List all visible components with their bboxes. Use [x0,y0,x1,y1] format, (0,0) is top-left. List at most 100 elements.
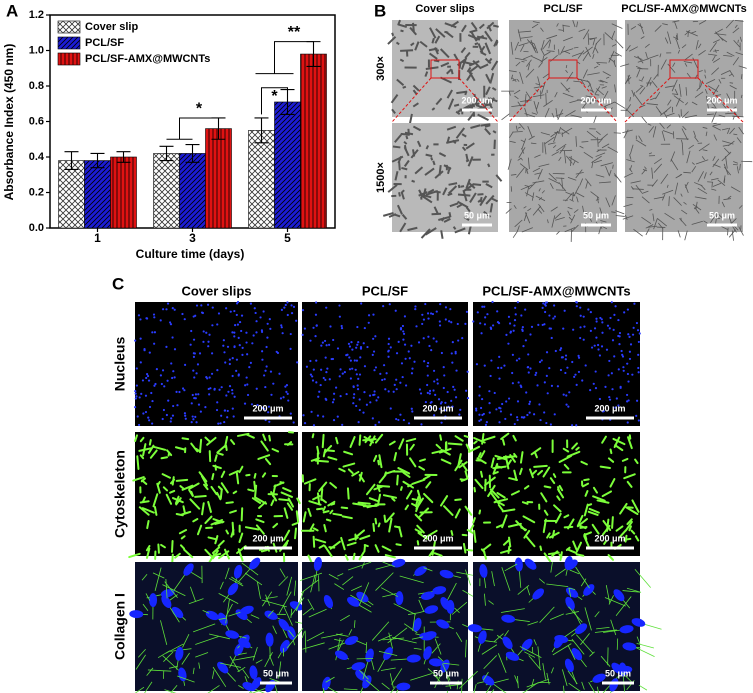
texture [668,196,670,207]
texture [299,572,323,582]
texture [436,382,439,385]
texture [391,497,396,502]
texture [640,36,645,39]
x-tick-label: 1 [94,231,101,245]
texture [328,343,331,346]
texture [324,397,327,400]
bar-hatch [248,130,275,228]
texture [392,390,395,393]
texture [232,490,238,495]
texture [531,23,539,29]
texture [176,404,179,407]
texture [568,156,579,164]
texture [521,501,529,505]
texture [611,44,617,47]
texture [538,403,541,406]
texture [429,312,433,315]
texture [563,514,570,519]
texture [549,477,556,485]
texture [498,377,501,380]
texture [425,529,438,538]
texture [571,52,582,57]
texture [209,633,230,640]
texture [431,312,435,316]
texture [435,97,443,106]
texture [335,436,339,445]
texture [272,522,279,529]
texture [348,561,372,571]
texture [713,39,720,43]
texture [712,158,720,168]
texture [389,673,394,689]
texture [619,386,622,389]
texture [589,651,595,657]
texture [414,528,423,534]
texture [316,414,320,417]
texture [167,399,170,402]
texture [241,353,244,356]
texture [189,343,192,346]
texture [475,407,478,410]
texture [465,569,472,586]
texture [592,495,606,502]
texture [219,488,223,500]
texture [542,72,550,79]
texture [538,578,545,584]
texture [358,398,361,401]
texture [154,567,162,591]
texture [481,435,496,442]
texture [289,347,292,350]
texture [524,113,536,118]
texture [231,389,234,392]
texture [511,104,524,108]
texture [407,350,410,353]
texture [280,326,283,329]
texture [436,619,450,629]
texture [160,456,169,460]
texture [387,355,390,358]
texture [178,390,181,394]
texture [667,31,672,45]
texture [468,60,480,67]
texture [356,384,359,387]
texture [338,304,341,307]
texture [318,481,328,493]
texture [615,397,618,400]
texture [547,219,549,224]
texture [564,658,574,673]
texture [547,142,556,145]
texture [626,518,633,526]
texture [736,137,742,144]
texture [129,610,144,619]
texture [314,334,317,338]
texture [581,681,585,690]
texture [153,342,156,345]
texture [626,421,629,424]
texture [339,368,342,371]
texture [229,656,240,673]
texture [495,174,503,182]
texture [175,646,184,661]
texture [484,42,492,55]
texture [537,168,543,180]
texture [609,169,612,176]
texture [372,350,376,353]
texture [149,593,158,608]
texture [636,643,654,649]
y-tick-label: 1.2 [29,9,44,21]
texture [662,189,674,195]
texture [443,374,446,377]
texture [686,72,691,78]
texture [310,574,316,593]
texture [146,667,154,676]
texture [170,685,178,693]
texture [508,536,512,548]
texture [550,206,558,212]
texture [397,23,408,28]
texture [523,416,526,419]
texture [581,482,590,488]
texture [730,186,741,193]
texture [727,195,732,199]
texture [534,154,541,158]
texture [617,404,620,407]
